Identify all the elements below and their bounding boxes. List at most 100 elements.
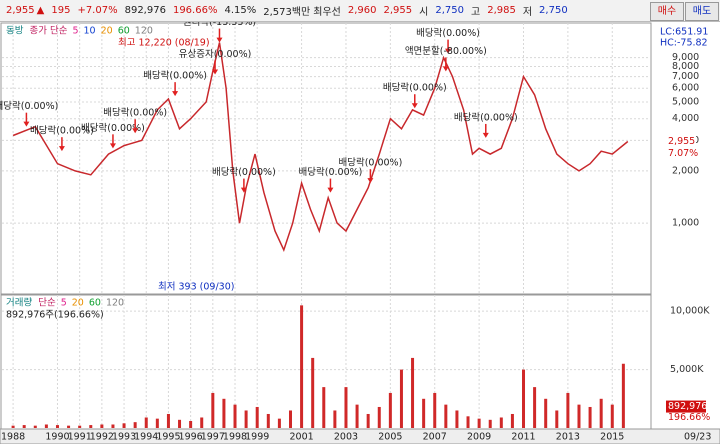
event-arrow-head xyxy=(367,178,374,184)
volume-bar xyxy=(67,425,71,428)
last-price-tag xyxy=(666,135,696,148)
event-label: 배당락(0.00%) xyxy=(212,166,276,178)
x-tick-label: 2013 xyxy=(556,432,580,443)
legend-name: 동방 xyxy=(6,26,24,37)
volume-bar xyxy=(89,425,93,428)
volume-bar xyxy=(144,417,148,428)
volume-bar xyxy=(621,363,625,428)
volume-bar xyxy=(44,424,48,428)
x-tick-label: 2005 xyxy=(378,432,402,443)
volume-bar xyxy=(189,420,193,428)
price: 2,955 xyxy=(6,5,35,16)
volume-bar xyxy=(166,413,170,428)
ask: 2,960 xyxy=(347,5,377,16)
volume-bar xyxy=(522,369,526,428)
ma-label: 5 xyxy=(61,298,67,309)
volume-bar xyxy=(322,387,326,428)
x-tick-label: 1998 xyxy=(223,432,247,443)
volume-bar xyxy=(288,410,292,428)
y-tick-label: 4,000 xyxy=(672,113,699,124)
y-tick-label: 1,000 xyxy=(672,218,699,229)
volume-bar xyxy=(499,417,503,428)
ma-label: 20 xyxy=(72,298,84,309)
volume-bar xyxy=(399,369,403,428)
x-tick-label: 1990 xyxy=(45,432,69,443)
event-label: 배당락(0.00%) xyxy=(383,82,447,94)
volume-bar xyxy=(33,425,37,428)
price-panel xyxy=(0,22,652,295)
x-tick-label: 2009 xyxy=(467,432,491,443)
volume-bar xyxy=(55,425,59,428)
last-volume-change: 196.66% xyxy=(668,412,710,423)
event-label: 배당락(0.00%) xyxy=(81,122,145,134)
sell-button[interactable]: 매도 xyxy=(685,2,719,21)
volume-pct: 196.66% xyxy=(172,5,218,16)
x-tick-label: 2015 xyxy=(600,432,624,443)
volume-bar xyxy=(599,398,603,428)
volume-bar xyxy=(122,423,126,428)
volume-bar xyxy=(200,417,204,428)
x-tick-label: 1996 xyxy=(179,432,203,443)
event-arrow-head xyxy=(482,132,489,138)
open: 2,750 xyxy=(435,5,464,16)
x-tick-label: 2001 xyxy=(289,432,313,443)
volume-bar xyxy=(610,404,614,428)
last-volume: 892,976 xyxy=(668,401,707,412)
event-label: 배당락(0.00%) xyxy=(454,111,518,123)
x-tick-label: 2007 xyxy=(423,432,447,443)
volume-bar xyxy=(544,398,548,428)
ma-label: 120 xyxy=(106,298,124,309)
volume-bar xyxy=(444,404,448,428)
volume-bar xyxy=(300,305,304,428)
event-arrow-head xyxy=(212,69,219,75)
low-label: 저 xyxy=(522,7,533,18)
volume-bar xyxy=(222,398,226,428)
event-arrow-head xyxy=(411,103,418,109)
event-arrow-head xyxy=(327,187,334,193)
buy-button[interactable]: 매수 xyxy=(650,2,684,21)
event-arrow-head xyxy=(109,143,116,149)
event-label: 배당락(0.00%) xyxy=(0,100,58,112)
last-price: 2,955 xyxy=(668,136,695,147)
hc-label: HC:-75.82 xyxy=(660,38,708,49)
legend-label: 단순 xyxy=(38,298,56,309)
volume-bar xyxy=(422,398,426,428)
volume-bar xyxy=(466,416,470,428)
event-label: 배당락(0.00%) xyxy=(30,125,94,137)
volume-bar xyxy=(277,418,281,428)
quote-bar: 2,955 ▲ 195 +7.07% 892,976 196.66% 4.15%… xyxy=(0,0,720,22)
high-label: 최고 12,220 (08/19) xyxy=(118,38,210,49)
y-tick-label: 8,000 xyxy=(672,61,699,72)
volume-bar xyxy=(488,419,492,428)
volume-bar xyxy=(344,387,348,428)
volume-bar xyxy=(211,392,215,428)
y-tick-label: 6,000 xyxy=(672,83,699,94)
last-change: 7.07% xyxy=(668,148,698,159)
volume-bar xyxy=(577,404,581,428)
low: 2,750 xyxy=(539,5,568,16)
change-pct: +7.07% xyxy=(77,5,118,16)
event-arrow-head xyxy=(58,146,65,152)
event-label: 유상증자(0.00%) xyxy=(179,49,252,60)
x-tick-label: 1988 xyxy=(1,432,25,443)
volume-bar xyxy=(266,413,270,428)
ma-label: 60 xyxy=(118,26,130,37)
legend-label: 종가 단순 xyxy=(29,26,67,37)
change: 195 xyxy=(51,5,71,16)
volume-bar xyxy=(333,410,337,428)
event-label: 액면분할(-80.00%) xyxy=(405,45,487,57)
x-tick-label: 2011 xyxy=(511,432,535,443)
x-tick-label: 1997 xyxy=(201,432,225,443)
volume-bar xyxy=(555,410,559,428)
event-label: 배당락(0.00%) xyxy=(416,27,480,39)
x-tick-label: 1994 xyxy=(134,432,158,443)
chart: 1,0002,0003,0004,0005,0006,0007,0008,000… xyxy=(0,22,720,444)
volume-bar xyxy=(533,387,537,428)
event-label: 배당락(0.00%) xyxy=(338,157,402,169)
volume-panel xyxy=(0,294,652,430)
volume-bar xyxy=(178,419,182,428)
volume-bar xyxy=(588,406,592,428)
event-arrow-head xyxy=(442,66,449,72)
x-tick-label: 1991 xyxy=(68,432,92,443)
volume-bar xyxy=(133,422,137,428)
